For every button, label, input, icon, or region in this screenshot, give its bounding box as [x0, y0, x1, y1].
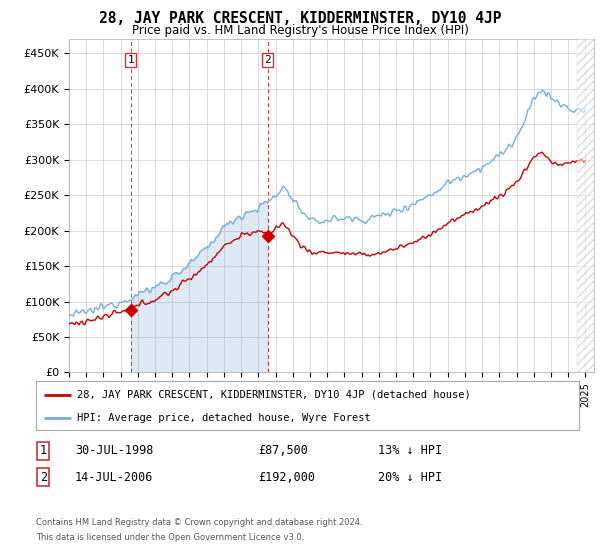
- Text: 28, JAY PARK CRESCENT, KIDDERMINSTER, DY10 4JP (detached house): 28, JAY PARK CRESCENT, KIDDERMINSTER, DY…: [77, 390, 470, 400]
- Text: 14-JUL-2006: 14-JUL-2006: [75, 470, 154, 484]
- Text: £87,500: £87,500: [258, 444, 308, 458]
- Text: 30-JUL-1998: 30-JUL-1998: [75, 444, 154, 458]
- Text: £192,000: £192,000: [258, 470, 315, 484]
- Text: 20% ↓ HPI: 20% ↓ HPI: [378, 470, 442, 484]
- Text: 2: 2: [264, 55, 271, 65]
- Text: HPI: Average price, detached house, Wyre Forest: HPI: Average price, detached house, Wyre…: [77, 413, 370, 423]
- Text: 2: 2: [40, 470, 47, 484]
- Text: Price paid vs. HM Land Registry's House Price Index (HPI): Price paid vs. HM Land Registry's House …: [131, 24, 469, 36]
- Text: Contains HM Land Registry data © Crown copyright and database right 2024.: Contains HM Land Registry data © Crown c…: [36, 518, 362, 527]
- Text: 1: 1: [127, 55, 134, 65]
- Text: 28, JAY PARK CRESCENT, KIDDERMINSTER, DY10 4JP: 28, JAY PARK CRESCENT, KIDDERMINSTER, DY…: [99, 11, 501, 26]
- Text: This data is licensed under the Open Government Licence v3.0.: This data is licensed under the Open Gov…: [36, 533, 304, 542]
- Text: 1: 1: [40, 444, 47, 458]
- Text: 13% ↓ HPI: 13% ↓ HPI: [378, 444, 442, 458]
